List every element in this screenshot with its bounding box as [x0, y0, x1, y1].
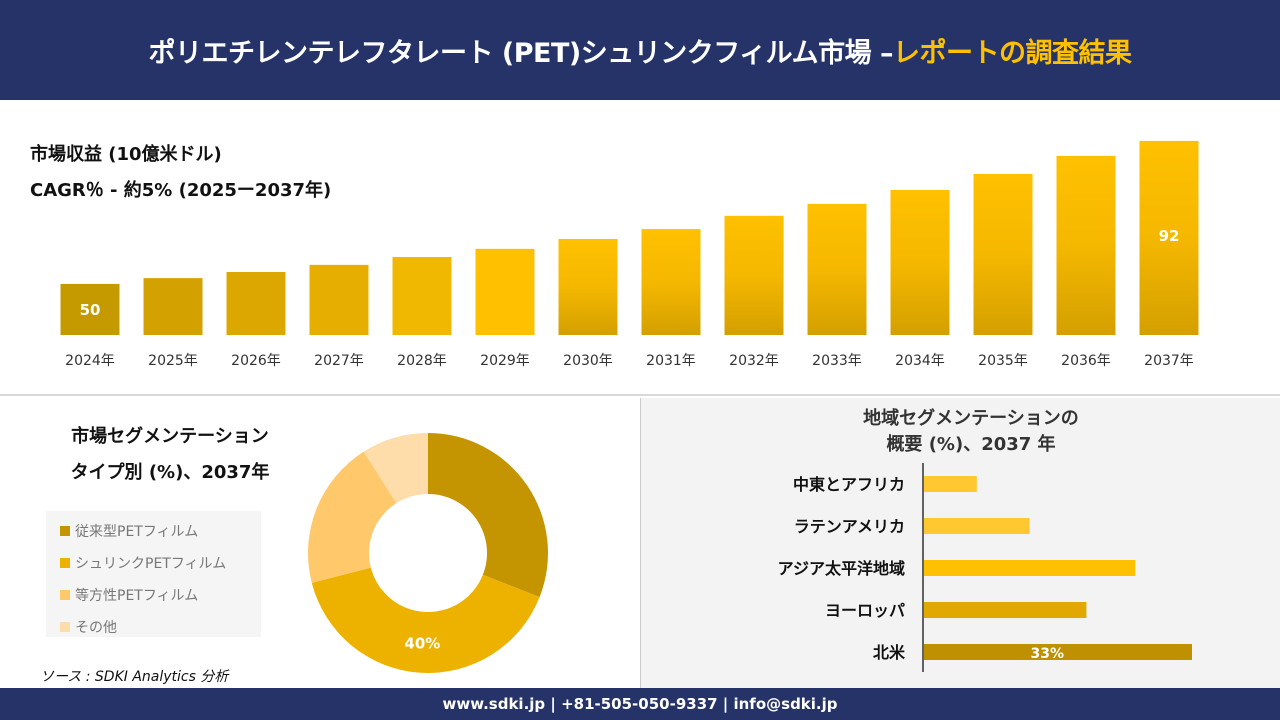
- revenue-bar: [60, 283, 120, 335]
- region-bar: [924, 644, 1192, 660]
- source-note: ソース : SDKI Analytics 分析: [40, 669, 229, 685]
- bar-data-label: 33%: [1031, 646, 1065, 662]
- x-tick-label: 2034年: [895, 353, 945, 369]
- slice-data-label: 40%: [404, 634, 440, 652]
- legend-item: 等方性PETフィルム: [46, 579, 261, 611]
- donut-slice: [428, 433, 548, 598]
- x-tick-label: 2025年: [148, 353, 198, 369]
- cagr-text: CAGR％ - 約5% (2025ー2037年): [30, 180, 332, 201]
- legend-item: 従来型PETフィルム: [46, 515, 261, 547]
- revenue-bar: [807, 203, 867, 335]
- revenue-bar: [1056, 155, 1116, 335]
- x-tick-label: 2029年: [480, 353, 530, 369]
- legend-swatch: [60, 590, 70, 600]
- x-tick-label: 2031年: [646, 353, 696, 369]
- revenue-bar: [143, 278, 203, 335]
- x-tick-label: 2033年: [812, 353, 862, 369]
- revenue-bar: [475, 248, 535, 335]
- region-label: ヨーロッパ: [825, 601, 905, 620]
- type-segment-section: 40% 市場セグメンテーション タイプ別 (%)、2037年 従来型PETフィル…: [0, 398, 640, 688]
- footer-contact: www.sdki.jp | +81-505-050-9337 | info@sd…: [0, 688, 1280, 720]
- revenue-bar: [890, 189, 950, 335]
- x-tick-label: 2035年: [978, 353, 1028, 369]
- region-title-line1: 地域セグメンテーションの: [863, 408, 1079, 429]
- donut-slice: [363, 433, 428, 504]
- title-highlight: レポートの調査結果: [893, 37, 1132, 69]
- title-main: ポリエチレンテレフタレート (PET)シュリンクフィルム市場 –: [148, 37, 894, 69]
- revenue-subtitle: 市場収益 (10億米ドル): [30, 144, 222, 165]
- revenue-bar: [392, 257, 452, 335]
- revenue-bar-chart: 2024年 50 2025年 2026年 2027年 2028年 2029年 2030年 203…: [60, 140, 1199, 369]
- legend-item: その他: [46, 611, 261, 643]
- revenue-bar: [226, 272, 286, 335]
- donut-legend: 従来型PETフィルムシュリンクPETフィルム 等方性PETフィルム その他: [46, 511, 261, 637]
- region-label: ラテンアメリカ: [794, 517, 905, 536]
- revenue-section: 2024年 50 2025年 2026年 2027年 2028年 2029年 2030年 203…: [0, 100, 1280, 396]
- x-tick-label: 2032年: [729, 353, 779, 369]
- header-banner: ポリエチレンテレフタレート (PET)シュリンクフィルム市場 –レポートの調査結…: [0, 0, 1280, 100]
- legend-label: シュリンクPETフィルム: [75, 556, 227, 572]
- region-title-line2: 概要 (%)、2037 年: [886, 434, 1056, 455]
- x-tick-label: 2028年: [397, 353, 447, 369]
- revenue-bar: [309, 264, 369, 335]
- donut-slice: [308, 451, 397, 583]
- legend-item: シュリンクPETフィルム: [46, 547, 261, 579]
- revenue-bar: [973, 173, 1033, 335]
- region-segment-section: 中東とアフリカ ラテンアメリカアジア太平洋地域ヨーロッパ北米 33% 地域セグメンテ…: [640, 398, 1280, 688]
- region-bar: [924, 476, 977, 492]
- legend-swatch: [60, 622, 70, 632]
- revenue-bar: [1139, 140, 1199, 335]
- legend-label: その他: [75, 620, 117, 636]
- bar-data-label: 50: [80, 301, 101, 319]
- legend-label: 従来型PETフィルム: [75, 524, 199, 540]
- x-tick-label: 2037年: [1144, 353, 1194, 369]
- legend-label: 等方性PETフィルム: [75, 588, 199, 604]
- bar-data-label: 92: [1159, 227, 1180, 245]
- x-tick-label: 2026年: [231, 353, 281, 369]
- revenue-bar: [641, 229, 701, 335]
- region-label: 中東とアフリカ: [793, 475, 905, 494]
- region-bar: [924, 560, 1136, 576]
- region-bar: [924, 602, 1087, 618]
- revenue-bar: [558, 238, 618, 335]
- x-tick-label: 2036年: [1061, 353, 1111, 369]
- x-tick-label: 2024年: [65, 353, 115, 369]
- region-bar: [924, 518, 1030, 534]
- segment-title-line2: タイプ別 (%)、2037年: [70, 462, 270, 483]
- segment-title-line1: 市場セグメンテーション: [71, 426, 269, 447]
- donut-slice: [311, 567, 540, 673]
- x-tick-label: 2030年: [563, 353, 613, 369]
- legend-swatch: [60, 526, 70, 536]
- x-tick-label: 2027年: [314, 353, 364, 369]
- region-label: 北米: [873, 643, 906, 662]
- page-title: ポリエチレンテレフタレート (PET)シュリンクフィルム市場 –レポートの調査結…: [148, 31, 1132, 70]
- legend-swatch: [60, 558, 70, 568]
- type-donut-chart: 40%: [308, 433, 548, 673]
- region-label: アジア太平洋地域: [778, 559, 905, 578]
- revenue-bar: [724, 215, 784, 335]
